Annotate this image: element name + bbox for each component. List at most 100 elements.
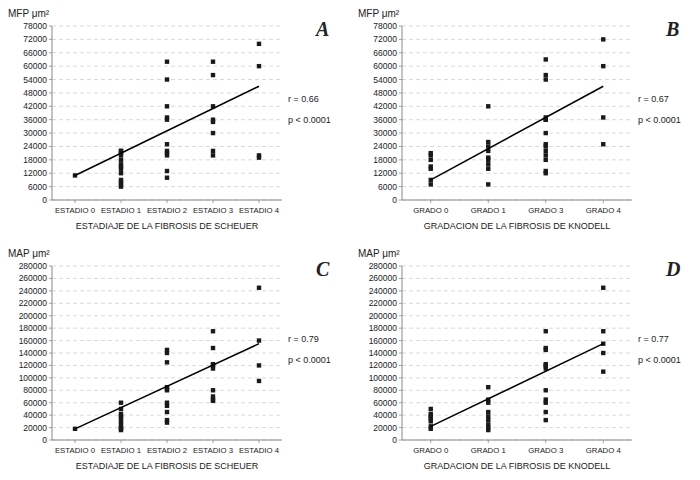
grid-line — [52, 200, 282, 201]
stat-annotation: r = 0.67 — [638, 94, 669, 104]
point — [544, 388, 548, 392]
plot-area — [402, 26, 632, 200]
y-tick-label: 42000 — [373, 101, 397, 111]
point — [119, 428, 123, 432]
grid-line — [402, 106, 632, 107]
y-label: MAP μm² — [358, 248, 400, 259]
y-tick-label: 54000 — [373, 75, 397, 85]
panel-letter: B — [665, 18, 679, 40]
grid-line — [52, 26, 282, 27]
grid-line — [402, 440, 632, 441]
grid-line — [52, 315, 282, 316]
x-tick-label: GRADO 0 — [413, 446, 449, 455]
grid-line — [402, 39, 632, 40]
point — [119, 171, 123, 175]
y-tick-label: 78000 — [373, 21, 397, 31]
point — [165, 104, 169, 108]
point — [257, 379, 261, 383]
stat-annotation: r = 0.66 — [288, 94, 319, 104]
point — [544, 73, 548, 77]
regression-line — [75, 86, 259, 175]
stat-annotation: p < 0.0001 — [288, 115, 331, 125]
panel-letter: C — [316, 258, 330, 280]
x-tick-label: GRADO 1 — [471, 446, 506, 455]
point — [601, 64, 605, 68]
point — [429, 153, 433, 157]
point — [544, 149, 548, 153]
y-tick-label: 30000 — [23, 128, 47, 138]
y-tick-label: 78000 — [23, 21, 47, 31]
x-tick-label: GRADO 1 — [471, 206, 506, 215]
y-tick-label: 140000 — [19, 348, 48, 358]
grid-line — [402, 340, 632, 341]
x-tick-label: ESTADIO 1 — [101, 446, 141, 455]
point — [165, 420, 169, 424]
y-axis — [402, 266, 403, 440]
y-tick-label: 160000 — [369, 336, 398, 346]
stat-annotation: r = 0.77 — [638, 334, 669, 344]
stat-annotation: p < 0.0001 — [288, 355, 331, 365]
y-tick-label: 48000 — [373, 88, 397, 98]
x-label: ESTADIAJE DE LA FIBROSIS DE SCHEUER — [76, 461, 259, 471]
x-axis — [402, 200, 632, 201]
grid-line — [402, 402, 632, 403]
y-tick-label: 72000 — [373, 34, 397, 44]
point — [544, 77, 548, 81]
point — [486, 158, 490, 162]
point — [601, 142, 605, 146]
point — [119, 158, 123, 162]
point — [211, 131, 215, 135]
point — [165, 388, 169, 392]
regression-line — [431, 86, 604, 180]
grid-line — [402, 415, 632, 416]
y-tick-label: 280000 — [369, 261, 398, 271]
point — [211, 59, 215, 63]
x-tick-label: ESTADIO 0 — [55, 446, 96, 455]
point — [165, 410, 169, 414]
point — [257, 42, 261, 46]
grid-line — [402, 79, 632, 80]
y-tick-label: 260000 — [369, 273, 398, 283]
y-tick-label: 6000 — [28, 182, 47, 192]
y-axis — [52, 26, 53, 200]
point — [544, 410, 548, 414]
point — [544, 329, 548, 333]
x-axis — [52, 200, 282, 201]
point — [165, 142, 169, 146]
point — [486, 104, 490, 108]
point — [211, 388, 215, 392]
y-tick-label: 24000 — [373, 141, 397, 151]
point — [165, 175, 169, 179]
y-tick-label: 40000 — [373, 410, 397, 420]
y-tick-label: 100000 — [369, 373, 398, 383]
point — [165, 169, 169, 173]
y-tick-label: 200000 — [369, 311, 398, 321]
panel: 0200004000060000800001000001200001400001… — [8, 248, 331, 471]
y-tick-label: 80000 — [373, 385, 397, 395]
point — [486, 418, 490, 422]
y-tick-label: 54000 — [23, 75, 47, 85]
point — [544, 144, 548, 148]
point — [429, 158, 433, 162]
point — [601, 351, 605, 355]
grid-line — [52, 278, 282, 279]
grid-line — [402, 328, 632, 329]
x-tick-label: ESTADIO 2 — [147, 206, 187, 215]
grid-line — [402, 200, 632, 201]
y-tick-label: 60000 — [373, 398, 397, 408]
figure: 0600012000180002400030000360004200048000… — [0, 0, 700, 480]
y-tick-label: 0 — [42, 435, 47, 445]
y-tick-label: 180000 — [369, 323, 398, 333]
x-axis — [402, 440, 632, 441]
grid-line — [52, 328, 282, 329]
grid-line — [402, 365, 632, 366]
grid-line — [402, 315, 632, 316]
grid-line — [402, 26, 632, 27]
grid-line — [52, 365, 282, 366]
point — [486, 167, 490, 171]
grid-line — [402, 159, 632, 160]
grid-line — [52, 290, 282, 291]
point — [165, 360, 169, 364]
plot-area — [402, 266, 632, 440]
point — [544, 348, 548, 352]
